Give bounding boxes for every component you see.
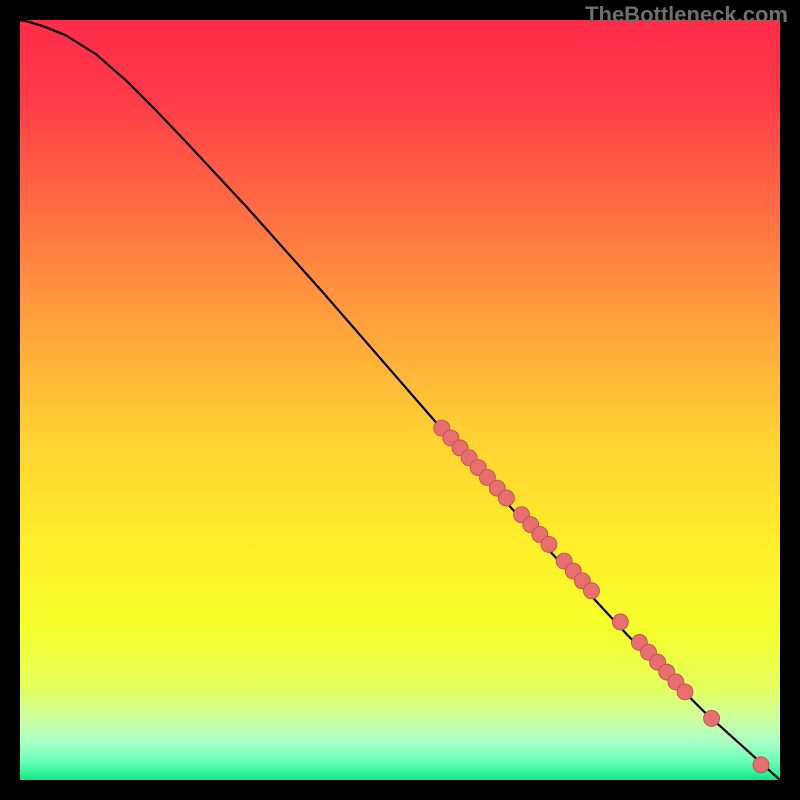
chart-stage: TheBottleneck.com [0,0,800,800]
data-marker [704,710,720,726]
data-marker [584,583,600,599]
data-marker [612,614,628,630]
data-marker [753,757,769,773]
chart-svg [0,0,800,800]
watermark-text: TheBottleneck.com [585,2,788,28]
data-marker [677,684,693,700]
data-marker [498,490,514,506]
data-marker [541,536,557,552]
